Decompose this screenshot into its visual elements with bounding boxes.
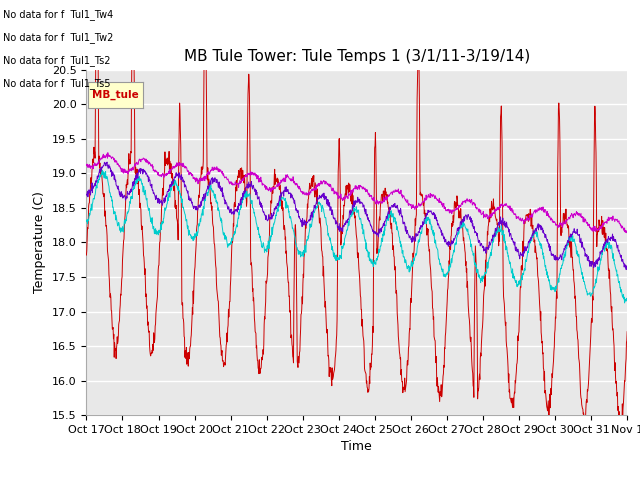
Text: No data for f  Tul1_Tw2: No data for f Tul1_Tw2	[3, 32, 113, 43]
Title: MB Tule Tower: Tule Temps 1 (3/1/11-3/19/14): MB Tule Tower: Tule Temps 1 (3/1/11-3/19…	[184, 49, 530, 64]
Y-axis label: Temperature (C): Temperature (C)	[33, 192, 46, 293]
Text: No data for f  Tul1_Tw4: No data for f Tul1_Tw4	[3, 9, 113, 20]
Text: MB_tule: MB_tule	[92, 90, 139, 100]
Text: No data for f  Tul1_Ts2: No data for f Tul1_Ts2	[3, 55, 111, 66]
Text: No data for f  Tul1_Ts5: No data for f Tul1_Ts5	[3, 78, 111, 89]
X-axis label: Time: Time	[341, 441, 372, 454]
